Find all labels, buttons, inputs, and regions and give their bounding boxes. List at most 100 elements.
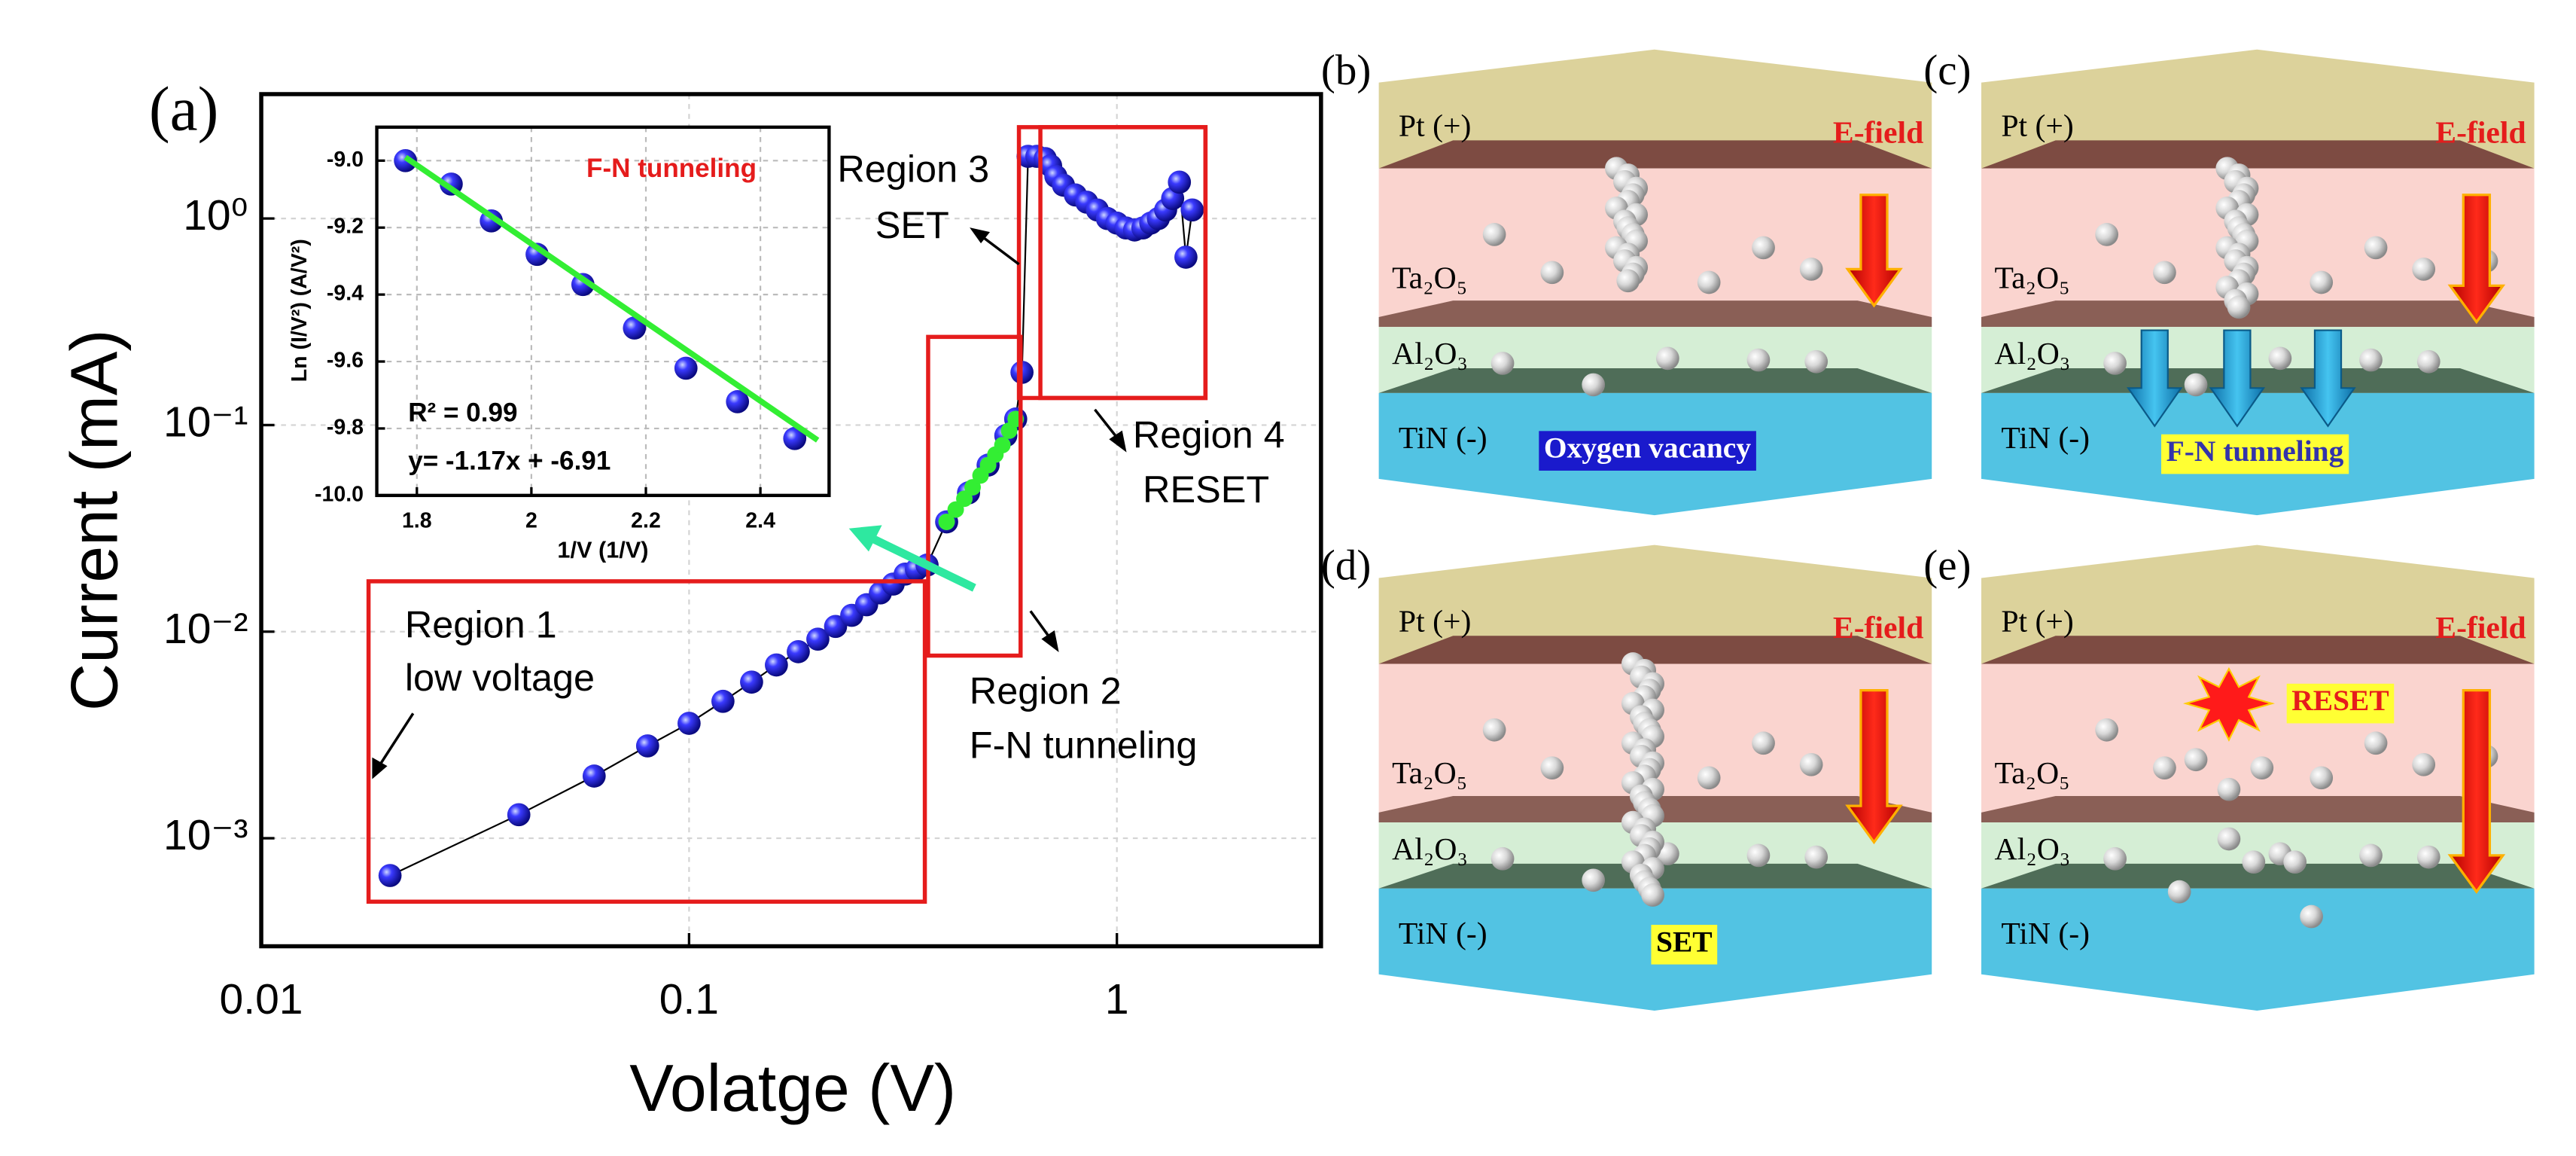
interface	[1981, 140, 2535, 169]
oxygen-vacancy	[1482, 718, 1506, 742]
inset-annotations: F-N tunneling R² = 0.99 y= -1.17x + -6.9…	[408, 154, 757, 475]
annotation: low voltage	[405, 656, 595, 699]
ta2o5-layer	[1981, 663, 2535, 813]
panel-label: (b)	[1321, 47, 1371, 94]
y-tick-label: 10⁻³	[163, 811, 248, 859]
region-box	[366, 579, 927, 904]
layer-label: Pt (+)	[2001, 604, 2073, 639]
panel-label: (d)	[1321, 542, 1371, 590]
oxygen-vacancy	[2153, 756, 2176, 780]
oxygen-vacancy	[2416, 349, 2441, 374]
note-background	[2286, 683, 2395, 724]
layer-label: Pt (+)	[1399, 604, 1471, 639]
layer-label: Ta₂O₅	[1995, 756, 2070, 791]
layer-label: Pt (+)	[2001, 109, 2073, 144]
interface	[1981, 863, 2535, 889]
annotations: Region 1 low voltage Region 2 F-N tunnel…	[366, 125, 1285, 904]
filament	[2227, 295, 2251, 319]
oxygen-vacancy	[2250, 756, 2274, 780]
data-point	[824, 615, 848, 639]
oxygen-vacancy	[2103, 846, 2127, 871]
oxygen-vacancy	[2184, 748, 2208, 772]
filament	[1641, 883, 1664, 907]
oxygen-vacancy	[1490, 846, 1515, 871]
oxygen-vacancy	[2217, 777, 2241, 801]
oxygen-vacancy	[1799, 258, 1823, 281]
panel-label: (a)	[149, 75, 218, 145]
panel-label: (c)	[1923, 47, 1971, 94]
layer-label: TiN (-)	[2001, 421, 2090, 456]
annotation: F-N tunneling	[970, 724, 1198, 767]
annotation: Region 3	[837, 147, 989, 190]
fit-arrow-head	[848, 525, 882, 552]
interface	[1981, 300, 2535, 328]
layer-label: Al₂O₃	[1995, 337, 2071, 371]
layer-label: Al₂O₃	[1995, 832, 2071, 867]
note-background	[1539, 431, 1756, 471]
data-point	[726, 390, 750, 413]
data-point	[740, 670, 763, 694]
reset-burst	[2182, 666, 2275, 742]
note-background	[1651, 925, 1718, 965]
annotation: R² = 0.99	[408, 398, 517, 428]
tunneling-arrow	[2127, 329, 2183, 428]
interface	[1378, 140, 1932, 169]
field-label: E-field	[1833, 115, 1923, 150]
data-point	[623, 316, 647, 340]
schematic-panel: (d) Pt (+) Ta₂O₅ Al₂O₃ TiN (-) E-field SET	[1321, 542, 1932, 1011]
data-point	[635, 734, 659, 758]
main-chart: (a) Volatge (V) Current (mA) 0.01 0.1 1 10⁻…	[57, 75, 1323, 1125]
oxygen-vacancy	[1804, 845, 1828, 869]
oxygen-vacancy	[2242, 850, 2266, 874]
x-tick-label: 0.01	[220, 975, 303, 1023]
oxygen-vacancy	[2300, 904, 2323, 929]
tunneling-arrow	[2300, 329, 2356, 428]
layer-label: Ta₂O₅	[1392, 261, 1467, 295]
oxygen-vacancy	[1540, 756, 1564, 780]
layer-label: Al₂O₃	[1392, 337, 1468, 371]
note: Oxygen vacancy	[1544, 432, 1751, 465]
data-point	[994, 437, 1011, 454]
note: F-N tunneling	[2166, 435, 2344, 468]
y-tick-label: -9.6	[327, 349, 364, 373]
data-point	[765, 653, 788, 677]
annotation: SET	[875, 203, 949, 246]
data-point	[806, 627, 830, 651]
oxygen-vacancy	[1582, 373, 1606, 397]
arrow-head	[1109, 430, 1127, 453]
data-point	[507, 803, 531, 827]
data-point	[1168, 170, 1192, 194]
data-point	[674, 356, 698, 380]
y-tick-label: -9.2	[327, 215, 364, 239]
data-point	[378, 864, 402, 887]
layer-label: TiN (-)	[1399, 421, 1487, 456]
layer-label: TiN (-)	[2001, 917, 2090, 951]
oxygen-vacancy	[2283, 850, 2307, 874]
series-line	[403, 154, 820, 443]
plot-frame	[259, 92, 1323, 949]
oxygen-vacancy	[1540, 261, 1564, 285]
note: RESET	[2291, 684, 2389, 717]
oxygen-vacancy	[2095, 223, 2119, 246]
data-point	[1174, 246, 1198, 269]
field-label: E-field	[1833, 611, 1923, 645]
pt-layer	[1378, 49, 1932, 169]
fit-arrow	[870, 534, 976, 592]
oxygen-vacancy	[2310, 270, 2334, 294]
annotation: y= -1.17x + -6.91	[408, 446, 611, 475]
x-tick-label: 1	[1105, 975, 1129, 1023]
x-tick-label: 0.1	[659, 975, 719, 1023]
interface	[1981, 368, 2535, 393]
annotation: RESET	[1143, 468, 1269, 511]
oxygen-vacancy	[2153, 261, 2176, 285]
y-tick-label: -10.0	[315, 482, 364, 506]
panel-label: (e)	[1923, 542, 1971, 590]
annotation: Region 4	[1133, 413, 1285, 456]
oxygen-vacancy	[1697, 766, 1721, 790]
tunneling-arrow	[2209, 329, 2266, 428]
oxygen-vacancy	[1490, 352, 1515, 375]
interface	[1378, 368, 1932, 393]
interface	[1981, 636, 2535, 664]
layer-label: Ta₂O₅	[1995, 261, 2070, 295]
